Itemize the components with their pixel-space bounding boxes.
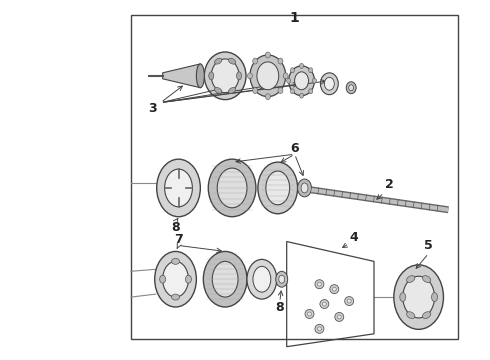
Ellipse shape — [215, 58, 222, 64]
Text: 8: 8 — [275, 301, 284, 314]
Ellipse shape — [208, 159, 256, 217]
Ellipse shape — [315, 324, 324, 333]
Ellipse shape — [278, 58, 283, 64]
Ellipse shape — [291, 89, 294, 94]
Ellipse shape — [196, 64, 204, 88]
Ellipse shape — [253, 58, 258, 64]
Ellipse shape — [217, 168, 247, 208]
Ellipse shape — [172, 294, 179, 300]
Ellipse shape — [276, 271, 288, 287]
Ellipse shape — [335, 312, 343, 321]
Text: 3: 3 — [148, 102, 157, 115]
Ellipse shape — [324, 77, 334, 90]
Ellipse shape — [346, 82, 356, 94]
Ellipse shape — [422, 276, 431, 283]
Ellipse shape — [157, 159, 200, 217]
Ellipse shape — [422, 312, 431, 319]
Ellipse shape — [309, 89, 313, 94]
Ellipse shape — [283, 73, 288, 79]
Ellipse shape — [330, 285, 339, 294]
Ellipse shape — [203, 251, 247, 307]
Ellipse shape — [313, 78, 317, 83]
Ellipse shape — [318, 327, 321, 331]
Ellipse shape — [172, 258, 179, 264]
Ellipse shape — [247, 260, 277, 299]
Ellipse shape — [332, 287, 336, 291]
Ellipse shape — [315, 280, 324, 289]
Text: 7: 7 — [174, 233, 183, 246]
Ellipse shape — [294, 72, 309, 90]
Ellipse shape — [299, 63, 303, 68]
Ellipse shape — [211, 59, 239, 93]
Ellipse shape — [266, 171, 290, 205]
Ellipse shape — [266, 52, 270, 58]
Ellipse shape — [322, 302, 326, 306]
Ellipse shape — [347, 299, 351, 303]
Ellipse shape — [320, 73, 338, 95]
Ellipse shape — [215, 87, 222, 93]
Ellipse shape — [247, 73, 252, 79]
Ellipse shape — [289, 66, 315, 96]
Ellipse shape — [407, 312, 415, 319]
Ellipse shape — [163, 261, 189, 297]
Ellipse shape — [278, 87, 283, 94]
Ellipse shape — [345, 297, 354, 306]
Ellipse shape — [291, 68, 294, 73]
Ellipse shape — [212, 261, 238, 297]
Ellipse shape — [228, 87, 236, 93]
Text: 8: 8 — [171, 221, 180, 234]
Ellipse shape — [204, 52, 246, 100]
Ellipse shape — [403, 276, 435, 318]
Ellipse shape — [279, 275, 285, 283]
Ellipse shape — [253, 87, 258, 94]
Ellipse shape — [287, 78, 291, 83]
Ellipse shape — [250, 55, 286, 96]
Ellipse shape — [394, 265, 443, 329]
Ellipse shape — [308, 312, 312, 316]
Ellipse shape — [299, 93, 303, 98]
Text: 6: 6 — [290, 142, 299, 155]
Ellipse shape — [301, 183, 308, 193]
Ellipse shape — [305, 310, 314, 319]
Ellipse shape — [266, 94, 270, 100]
Text: 5: 5 — [424, 239, 433, 252]
Ellipse shape — [160, 275, 166, 283]
Ellipse shape — [209, 72, 214, 80]
Ellipse shape — [253, 266, 271, 292]
Ellipse shape — [185, 275, 192, 283]
Ellipse shape — [237, 72, 242, 80]
Ellipse shape — [432, 293, 438, 302]
Ellipse shape — [297, 179, 312, 197]
Text: 1: 1 — [290, 11, 299, 25]
Ellipse shape — [155, 251, 196, 307]
Ellipse shape — [258, 162, 297, 214]
Ellipse shape — [318, 282, 321, 286]
Ellipse shape — [309, 68, 313, 73]
Text: 2: 2 — [385, 179, 393, 192]
Ellipse shape — [320, 300, 329, 309]
Polygon shape — [163, 64, 200, 88]
Ellipse shape — [349, 85, 354, 91]
Ellipse shape — [228, 58, 236, 64]
Ellipse shape — [165, 169, 193, 207]
Ellipse shape — [337, 315, 341, 319]
Ellipse shape — [257, 62, 279, 90]
Ellipse shape — [400, 293, 406, 302]
Text: 4: 4 — [350, 231, 359, 244]
Ellipse shape — [407, 276, 415, 283]
Bar — [131, 15, 458, 339]
